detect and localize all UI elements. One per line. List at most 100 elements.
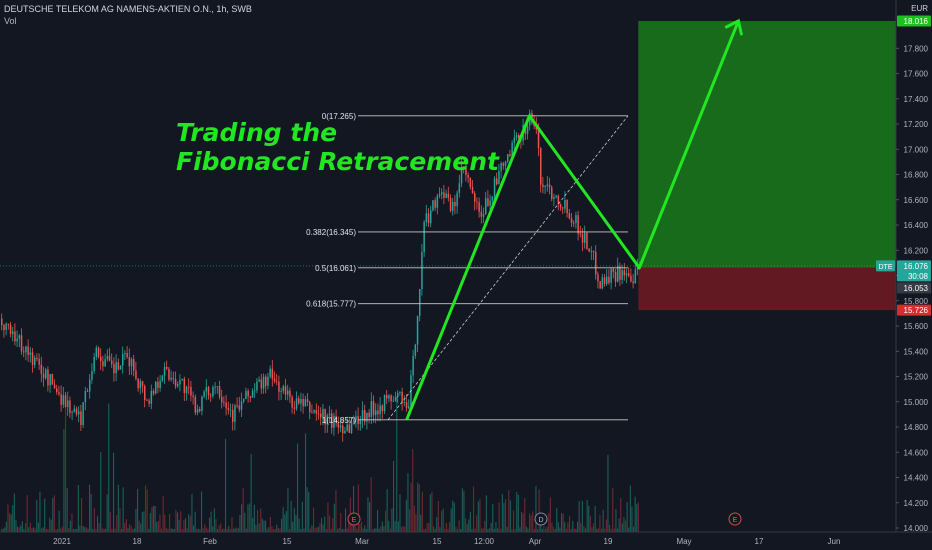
candle-body bbox=[311, 412, 313, 413]
candle-body bbox=[601, 277, 604, 289]
volume-bar bbox=[407, 473, 409, 532]
annotation-title-line2: Fibonacci Retracement bbox=[176, 147, 499, 176]
volume-bar bbox=[565, 528, 567, 532]
candle-body bbox=[89, 379, 91, 392]
volume-bar bbox=[607, 454, 609, 532]
volume-bar bbox=[609, 524, 611, 532]
candle-body bbox=[419, 289, 421, 316]
volume-bar bbox=[585, 528, 587, 532]
candle-body bbox=[612, 268, 615, 272]
candle-body bbox=[196, 409, 199, 413]
volume-bar bbox=[290, 500, 292, 532]
volume-bar bbox=[265, 520, 267, 532]
fib-trend-line bbox=[387, 115, 629, 421]
candle-body bbox=[394, 397, 397, 401]
volume-bar bbox=[114, 528, 116, 532]
candle-body bbox=[361, 410, 364, 421]
volume-bar bbox=[485, 495, 487, 532]
time-tick-label: May bbox=[676, 537, 691, 546]
candle-body bbox=[216, 386, 219, 387]
volume-bar bbox=[525, 526, 527, 532]
volume-bar bbox=[151, 507, 153, 532]
candle-body bbox=[575, 215, 577, 224]
candle-body bbox=[507, 154, 509, 162]
volume-bar bbox=[532, 511, 534, 532]
candle-body bbox=[247, 390, 249, 397]
volume-bar bbox=[282, 507, 284, 532]
candle-body bbox=[309, 402, 311, 413]
volume-bar bbox=[141, 512, 143, 532]
volume-bar bbox=[337, 528, 339, 532]
volume-bar bbox=[559, 527, 561, 532]
volume-bar bbox=[17, 526, 19, 532]
volume-bar bbox=[369, 502, 371, 532]
candle-body bbox=[80, 411, 82, 426]
candle-body bbox=[454, 201, 456, 207]
candle-body bbox=[280, 391, 282, 392]
volume-bar bbox=[431, 491, 433, 532]
volume-bar bbox=[108, 403, 110, 532]
volume-bar bbox=[73, 528, 75, 532]
volume-bar bbox=[356, 528, 358, 532]
volume-bar bbox=[9, 513, 11, 532]
volume-bar bbox=[90, 494, 92, 532]
candle-body bbox=[337, 422, 340, 428]
candle-body bbox=[630, 275, 632, 282]
candle-body bbox=[243, 399, 245, 402]
volume-bar bbox=[353, 485, 355, 532]
candle-body bbox=[619, 266, 621, 280]
candle-body bbox=[568, 213, 571, 219]
price-tick-label: 14.800 bbox=[904, 423, 929, 432]
price-tick-label: 17.800 bbox=[904, 44, 929, 53]
volume-bar bbox=[205, 527, 207, 532]
volume-bar bbox=[573, 528, 575, 532]
candle-body bbox=[372, 401, 375, 416]
volume-bar bbox=[455, 526, 457, 532]
price-tick-label: 16.800 bbox=[904, 171, 929, 180]
candle-body bbox=[133, 359, 135, 371]
price-tick-label: 16.200 bbox=[904, 246, 929, 255]
volume-bar bbox=[109, 511, 111, 532]
volume-bar bbox=[7, 504, 9, 532]
candle-body bbox=[256, 381, 258, 391]
volume-bar bbox=[76, 528, 78, 532]
candle-body bbox=[540, 148, 542, 185]
price-label-box bbox=[897, 304, 931, 316]
volume-bar bbox=[257, 509, 259, 532]
candle-body bbox=[324, 409, 326, 425]
candle-body bbox=[284, 386, 287, 395]
volume-bar bbox=[103, 528, 105, 532]
volume-bar bbox=[365, 528, 367, 532]
candle-body bbox=[434, 200, 436, 208]
candle-body bbox=[359, 420, 362, 425]
volume-bar bbox=[276, 524, 278, 532]
volume-bar bbox=[172, 528, 174, 532]
volume-bar bbox=[577, 521, 579, 532]
volume-bar bbox=[249, 503, 251, 532]
candle-body bbox=[584, 232, 586, 243]
candle-body bbox=[117, 362, 120, 370]
volume-bar bbox=[173, 528, 175, 532]
volume-bar bbox=[473, 486, 475, 532]
volume-bar bbox=[324, 516, 326, 532]
volume-bar bbox=[301, 501, 303, 532]
event-marker-icon bbox=[534, 512, 548, 526]
volume-bar bbox=[631, 506, 633, 532]
volume-bar bbox=[185, 518, 187, 532]
volume-bar bbox=[377, 509, 379, 532]
volume-bar bbox=[359, 524, 361, 532]
candle-body bbox=[128, 357, 131, 367]
volume-bar bbox=[89, 484, 91, 532]
candle-body bbox=[64, 395, 67, 408]
candle-body bbox=[606, 276, 608, 284]
volume-bar bbox=[580, 522, 582, 532]
volume-bar bbox=[167, 528, 169, 532]
projected-path bbox=[405, 20, 740, 421]
candle-body bbox=[570, 218, 573, 223]
volume-bar bbox=[415, 513, 417, 532]
candle-body bbox=[577, 215, 579, 234]
volume-bar bbox=[501, 494, 503, 532]
price-tick-label: 17.600 bbox=[904, 70, 929, 79]
ticker-tag: DTE bbox=[879, 264, 893, 271]
